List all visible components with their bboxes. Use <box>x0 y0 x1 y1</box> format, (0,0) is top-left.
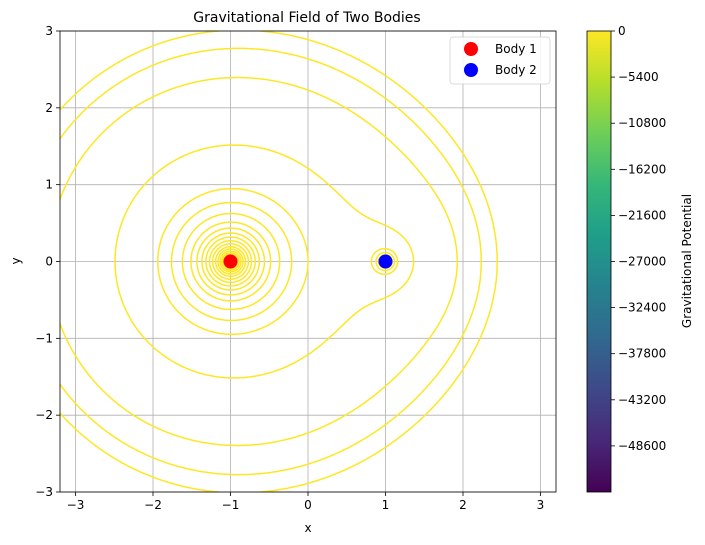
body-marker-body-2 <box>378 254 393 269</box>
legend: Body 1 Body 2 <box>449 36 551 85</box>
colorbar-tick-label: −32400 <box>618 301 666 315</box>
colorbar-tick-label: −21600 <box>618 208 666 222</box>
contour-line <box>60 76 458 447</box>
y-tick-label: −1 <box>35 331 53 345</box>
contour-line <box>219 250 242 273</box>
contour-line <box>114 144 415 379</box>
colorbar-tick-label: −27000 <box>618 255 666 269</box>
y-tick-label: 2 <box>45 101 53 115</box>
colorbar-tick-label: −37800 <box>618 347 666 361</box>
body-markers <box>223 254 393 269</box>
chart-title: Gravitational Field of Two Bodies <box>193 10 420 26</box>
x-tick-label: −3 <box>67 498 85 512</box>
x-tick-label: 0 <box>304 498 312 512</box>
colorbar-label: Gravitational Potential <box>680 194 694 328</box>
legend-entry-label: Body 2 <box>495 63 537 77</box>
contour-lines <box>60 31 498 492</box>
y-tick-label: 3 <box>45 24 53 38</box>
legend-marker <box>464 42 478 56</box>
contour-line <box>217 248 244 275</box>
legend-entry-label: Body 1 <box>495 42 537 56</box>
y-tick-label: −3 <box>35 485 53 499</box>
colorbar-tick-label: −48600 <box>618 439 666 453</box>
y-tick-label: −2 <box>35 408 53 422</box>
contour-line <box>220 252 241 271</box>
contour-line <box>60 31 498 492</box>
body-marker-body-1 <box>223 254 238 269</box>
colorbar-tick-label: −5400 <box>618 70 659 84</box>
x-tick-label: 3 <box>537 498 545 512</box>
y-tick-label: 1 <box>45 178 53 192</box>
x-tick-label: −2 <box>144 498 162 512</box>
x-tick-label: 1 <box>382 498 390 512</box>
x-axis-label: x <box>304 521 311 535</box>
colorbar-tick-label: −16200 <box>618 162 666 176</box>
colorbar-gradient <box>587 31 611 492</box>
x-tick-label: −1 <box>222 498 240 512</box>
colorbar-tick-label: −10800 <box>618 116 666 130</box>
contour-line <box>60 47 483 476</box>
axis-ticks: −3 −2 −1 0 1 2 3 −3 −2 −1 0 1 2 3 <box>35 24 544 512</box>
legend-marker <box>464 63 478 77</box>
colorbar: 0 −5400 −10800 −16200 −21600 −27000 −32400 −378… <box>586 24 666 493</box>
x-tick-label: 2 <box>459 498 467 512</box>
y-tick-label: 0 <box>45 255 53 269</box>
contour-line <box>170 201 396 322</box>
colorbar-tick-label: 0 <box>618 24 626 38</box>
colorbar-tick-label: −43200 <box>618 393 666 407</box>
contour-line <box>157 187 399 336</box>
y-axis-label: y <box>9 257 23 264</box>
